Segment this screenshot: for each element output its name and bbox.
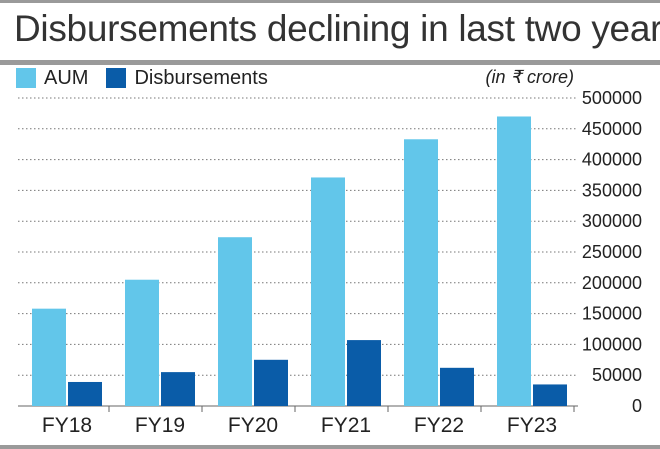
- y-tick-label-3: 150000: [582, 304, 642, 324]
- top-border: [0, 0, 660, 3]
- bar-aum-fy21: [311, 177, 345, 406]
- y-tick-label-9: 450000: [582, 119, 642, 139]
- y-tick-label-8: 400000: [582, 150, 642, 170]
- bottom-border: [0, 445, 660, 449]
- y-tick-label-0: 0: [632, 396, 642, 416]
- y-tick-label-10: 500000: [582, 88, 642, 108]
- legend-label-aum: AUM: [44, 66, 89, 89]
- bar-disbursements-fy19: [161, 372, 195, 406]
- x-tick-label-fy21: FY21: [321, 414, 371, 437]
- y-tick-label-5: 250000: [582, 242, 642, 262]
- legend-swatch-disbursements: [106, 68, 127, 88]
- y-tick-label-7: 350000: [582, 180, 642, 200]
- bar-aum-fy19: [125, 279, 159, 406]
- bar-disbursements-fy22: [440, 367, 474, 406]
- bar-disbursements-fy20: [254, 359, 288, 406]
- bar-disbursements-fy21: [347, 340, 381, 406]
- x-tick-label-fy19: FY19: [135, 414, 185, 437]
- legend-swatch-aum: [16, 68, 36, 88]
- legend-item-aum: AUM: [16, 67, 88, 90]
- bar-aum-fy20: [218, 237, 252, 406]
- y-tick-label-6: 300000: [582, 211, 642, 231]
- x-tick-label-fy20: FY20: [228, 414, 278, 437]
- chart-title: Disbursements declining in last two year…: [14, 8, 660, 49]
- bar-aum-fy22: [404, 139, 438, 406]
- legend-label-disbursements: Disbursements: [134, 66, 268, 89]
- x-tick-label-fy22: FY22: [414, 414, 464, 437]
- x-tick-label-fy18: FY18: [42, 414, 92, 437]
- y-tick-label-1: 50000: [592, 365, 642, 385]
- unit-note: (in ₹ crore): [485, 67, 574, 87]
- bar-aum-fy18: [32, 308, 66, 406]
- y-tick-label-2: 100000: [582, 334, 642, 354]
- bar-disbursements-fy23: [533, 384, 567, 406]
- x-tick-label-fy23: FY23: [507, 414, 557, 437]
- bar-aum-fy23: [497, 116, 531, 406]
- bar-disbursements-fy18: [68, 381, 102, 406]
- title-rule: [0, 60, 660, 65]
- legend: AUM Disbursements: [16, 66, 286, 90]
- y-tick-label-4: 200000: [582, 273, 642, 293]
- legend-item-disbursements: Disbursements: [106, 66, 268, 90]
